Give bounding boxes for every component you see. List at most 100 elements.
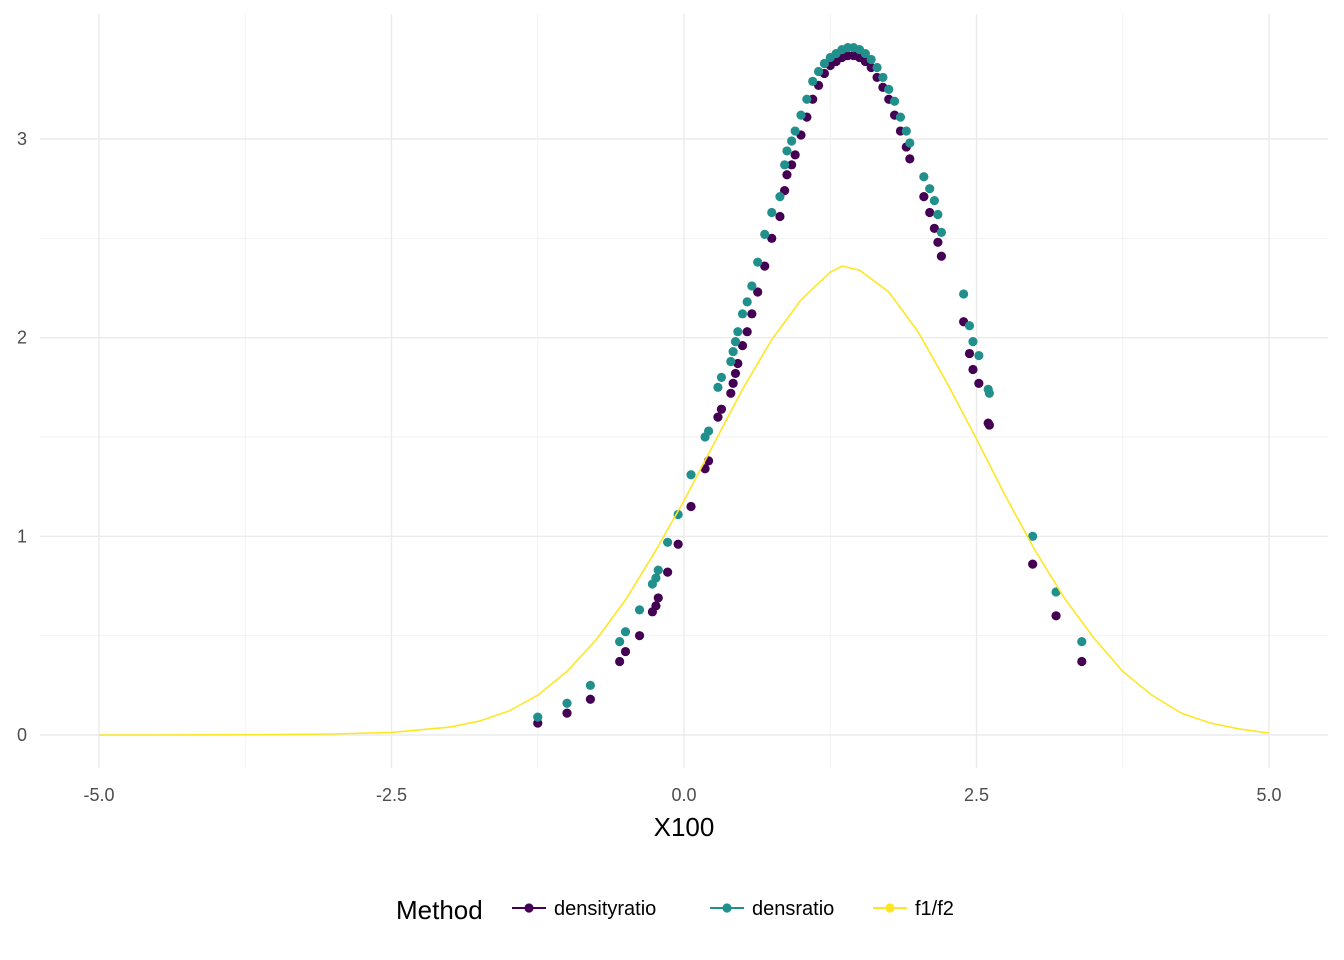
data-point-densratio <box>929 195 939 206</box>
data-point-densratio <box>651 573 661 583</box>
data-point-densratio <box>933 209 943 220</box>
data-point-densratio <box>780 160 790 170</box>
data-point-densratio <box>737 309 748 319</box>
x-tick-label: 5.0 <box>1256 785 1281 805</box>
data-point-densratio <box>808 76 818 86</box>
legend-label: f1/f2 <box>915 898 954 920</box>
data-point-densratio <box>884 84 894 94</box>
data-point-densratio <box>653 565 663 575</box>
data-point-densratio <box>703 426 714 436</box>
data-point-densratio <box>620 627 631 637</box>
data-point-densratio <box>819 58 830 69</box>
data-point-densityratio <box>782 170 792 180</box>
data-point-densratio <box>890 96 900 106</box>
data-point-densityratio <box>1028 559 1038 569</box>
data-point-densityratio <box>728 378 738 388</box>
data-point-densityratio <box>753 287 763 297</box>
data-point-densityratio <box>634 631 645 641</box>
legend-key-point <box>885 903 895 913</box>
data-point-densityratio <box>663 567 673 577</box>
data-point-densityratio <box>919 192 929 202</box>
y-tick-label: 1 <box>17 526 27 546</box>
data-point-densityratio <box>620 646 631 657</box>
data-point-densratio <box>747 281 757 291</box>
data-point-densityratio <box>984 420 994 430</box>
legend-entries: densityratio densratio f1/f2 <box>512 898 954 920</box>
data-point-densratio <box>782 146 792 156</box>
data-point-densratio <box>713 382 723 392</box>
data-point-densratio <box>730 337 741 347</box>
data-point-densityratio <box>790 150 800 160</box>
data-point-densityratio <box>651 601 661 611</box>
legend-label: densratio <box>752 898 834 920</box>
data-point-densratio <box>787 136 797 146</box>
legend-entry-densityratio: densityratio <box>512 898 656 920</box>
y-tick-label: 2 <box>17 328 27 348</box>
data-point-densityratio <box>905 154 915 164</box>
legend-entry-f1-f2: f1/f2 <box>873 898 954 920</box>
data-point-densratio <box>728 346 738 357</box>
data-point-densityratio <box>775 211 785 222</box>
data-point-densratio <box>964 321 975 331</box>
x-tick-label: 2.5 <box>964 785 989 805</box>
data-point-densratio <box>562 698 572 708</box>
data-point-densratio <box>716 372 727 382</box>
data-point-densityratio <box>747 309 757 319</box>
data-point-densratio <box>767 207 777 218</box>
data-point-densityratio <box>1077 656 1087 667</box>
data-point-densityratio <box>713 412 723 422</box>
data-point-densityratio <box>933 237 943 247</box>
data-point-densratio <box>901 126 911 136</box>
data-point-densityratio <box>686 501 696 512</box>
legend-key-point <box>722 903 732 913</box>
data-point-densratio <box>968 337 978 347</box>
series-layer <box>99 43 1270 736</box>
data-point-densratio <box>760 229 770 239</box>
data-point-densityratio <box>673 539 683 549</box>
data-point-densratio <box>872 62 882 73</box>
data-point-densratio <box>634 605 645 615</box>
data-point-densityratio <box>716 404 727 414</box>
x-tick-label: -2.5 <box>376 785 407 805</box>
data-point-densratio <box>790 126 800 136</box>
data-point-densratio <box>533 712 543 722</box>
legend-title: Method <box>396 895 483 925</box>
data-point-densratio <box>615 637 625 647</box>
data-point-densratio <box>1077 637 1087 647</box>
data-point-densratio <box>775 192 785 202</box>
data-point-densityratio <box>615 656 625 667</box>
series-points-densityratio <box>533 50 1087 728</box>
data-point-densityratio <box>653 593 663 603</box>
data-point-densratio <box>673 509 683 520</box>
data-point-densratio <box>802 94 812 104</box>
data-point-densityratio <box>964 348 975 359</box>
data-point-densityratio <box>929 223 939 233</box>
data-point-densratio <box>866 54 876 65</box>
data-point-densratio <box>878 72 888 83</box>
data-point-densratio <box>585 680 596 690</box>
data-point-densityratio <box>733 358 743 369</box>
data-point-densityratio <box>936 251 947 261</box>
data-point-densityratio <box>968 364 978 375</box>
data-point-densratio <box>895 112 906 122</box>
data-point-densratio <box>1028 531 1038 541</box>
data-point-densratio <box>936 227 947 237</box>
data-point-densratio <box>813 66 824 77</box>
data-point-densratio <box>726 356 736 367</box>
legend-key-point <box>524 903 534 913</box>
series-line-f1-f2 <box>99 265 1270 736</box>
data-point-densratio <box>742 297 752 307</box>
data-point-densityratio <box>760 261 770 271</box>
data-point-densratio <box>663 537 673 547</box>
data-point-densityratio <box>742 327 752 337</box>
data-point-densratio <box>984 388 994 398</box>
data-point-densityratio <box>974 378 984 388</box>
series-points-densratio <box>533 43 1087 722</box>
data-point-densratio <box>753 257 763 267</box>
data-point-densityratio <box>726 388 736 398</box>
data-point-densratio <box>919 172 929 182</box>
data-point-densityratio <box>585 694 596 704</box>
y-tick-label: 0 <box>17 725 27 745</box>
data-point-densratio <box>860 48 870 59</box>
